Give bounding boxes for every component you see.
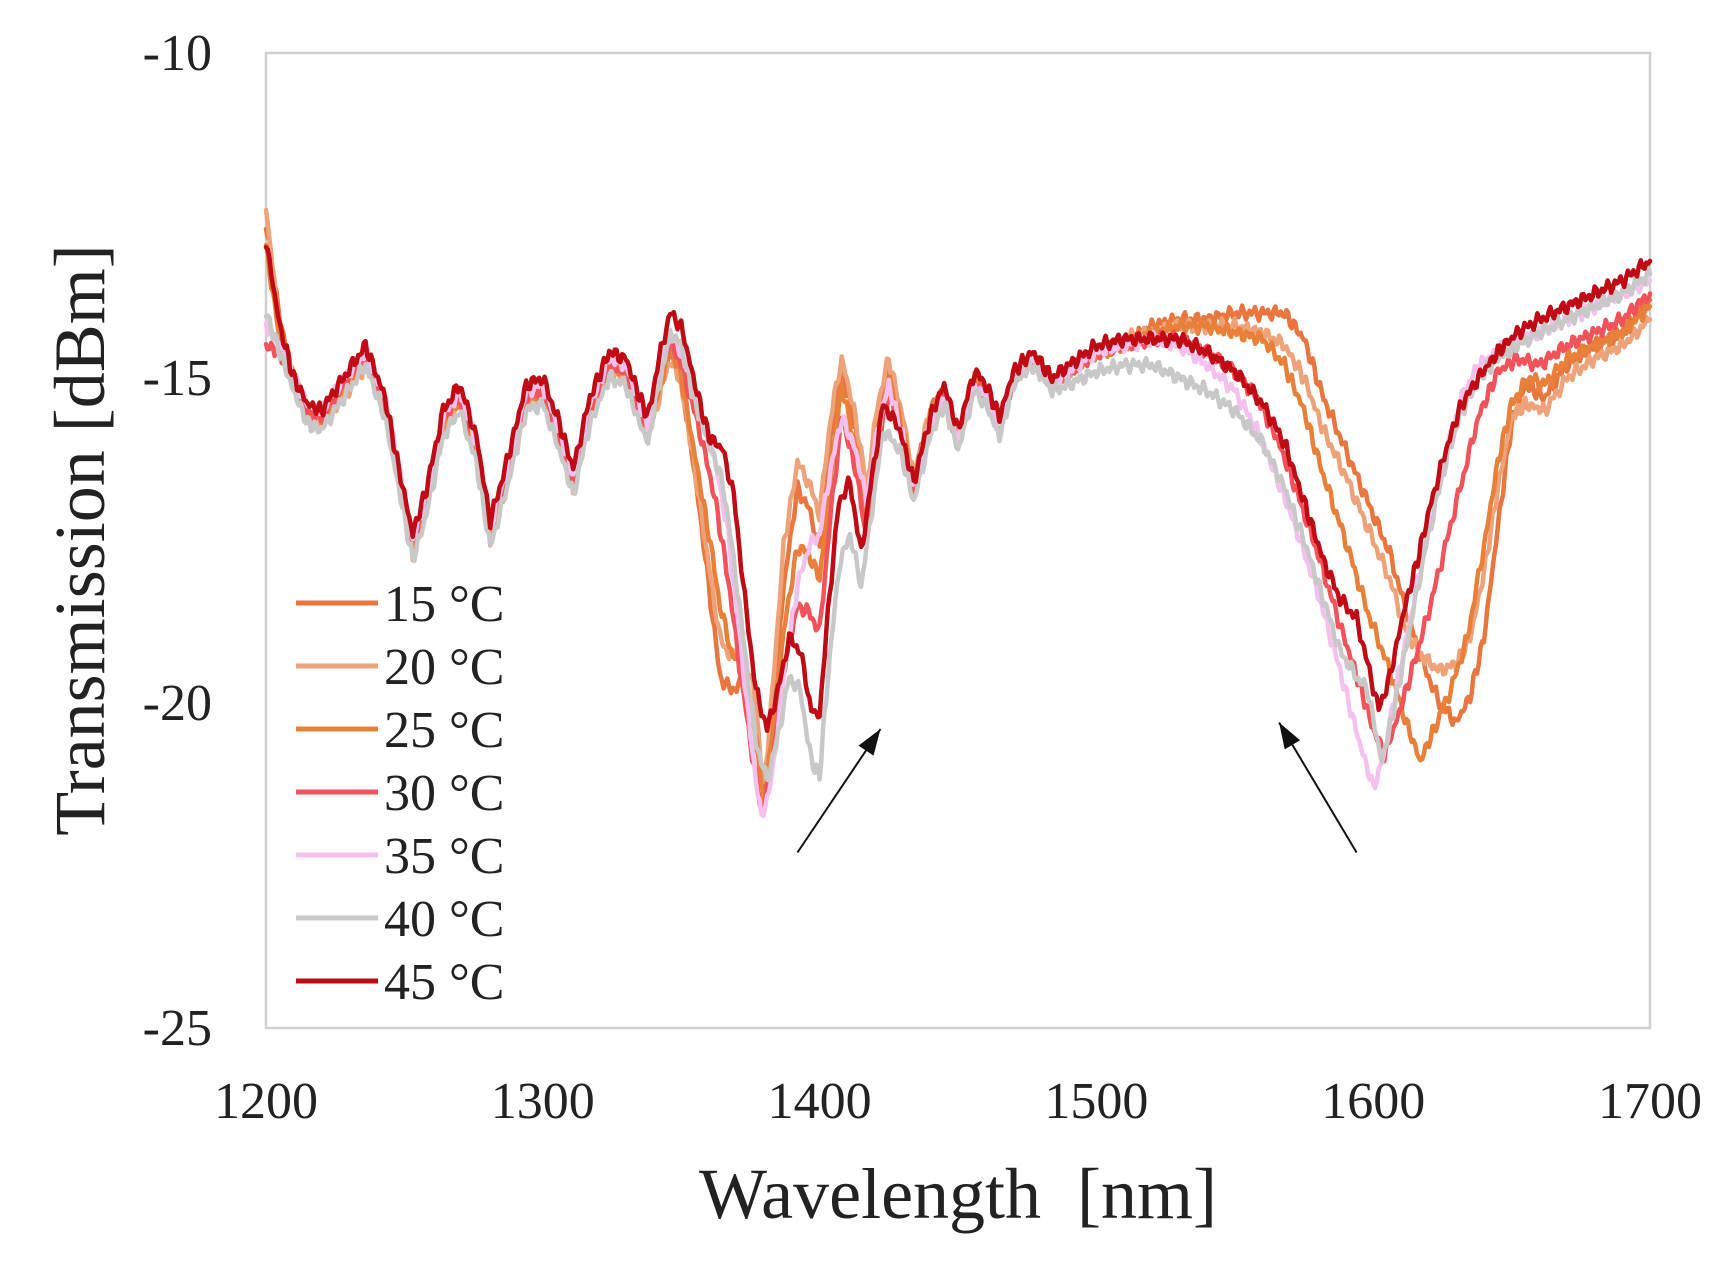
legend-label-35c: 35 °C	[384, 828, 504, 885]
series-layer	[263, 207, 1653, 819]
series-line-20c	[263, 207, 1653, 785]
y-tick-label: -10	[143, 25, 212, 82]
y-tick-label: -25	[143, 1000, 212, 1057]
y-axis-title: Transmission [dBm]	[40, 244, 120, 835]
x-tick-label: 1700	[1598, 1073, 1702, 1130]
legend-label-15c: 15 °C	[384, 576, 504, 633]
y-tick-label: -20	[143, 675, 212, 732]
legend-label-45c: 45 °C	[384, 954, 504, 1011]
legend-label-25c: 25 °C	[384, 702, 504, 759]
y-tick-labels: -25 -20 -15 -10	[143, 25, 212, 1057]
legend: 15 °C 20 °C 25 °C 30 °C 35 °C 40 °C 45 °C	[296, 576, 504, 1011]
series-line-45c	[263, 244, 1653, 734]
x-tick-label: 1300	[491, 1073, 595, 1130]
legend-label-40c: 40 °C	[384, 891, 504, 948]
annotation-arrow-head	[1279, 722, 1301, 750]
x-tick-label: 1400	[768, 1073, 872, 1130]
x-tick-label: 1600	[1321, 1073, 1425, 1130]
x-tick-label: 1500	[1044, 1073, 1148, 1130]
series-line-40c	[263, 265, 1653, 783]
x-tick-label: 1200	[214, 1073, 318, 1130]
x-tick-labels: 1200 1300 1400 1500 1600 1700	[214, 1073, 1702, 1130]
plot-area-frame	[264, 51, 1652, 1030]
y-tick-label: -15	[143, 350, 212, 407]
annotation-arrow-head	[858, 729, 881, 756]
annotation-layer	[796, 721, 1358, 854]
legend-label-30c: 30 °C	[384, 765, 504, 822]
x-axis-title: Wavelength [nm]	[699, 1154, 1217, 1234]
legend-label-20c: 20 °C	[384, 639, 504, 696]
